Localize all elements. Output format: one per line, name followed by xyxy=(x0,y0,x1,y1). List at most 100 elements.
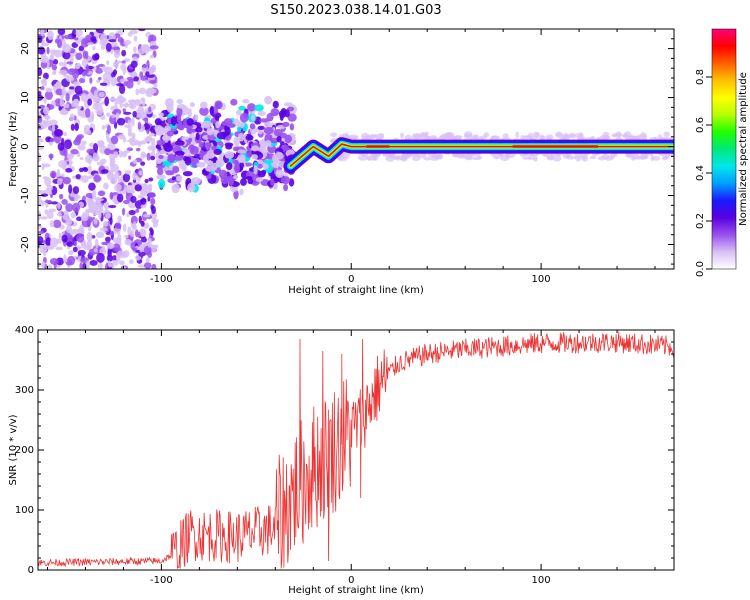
noise-blob xyxy=(135,147,141,152)
halo-blob xyxy=(443,132,453,139)
x-tick-label: 100 xyxy=(532,274,551,285)
noise-blob xyxy=(108,39,117,43)
halo-blob xyxy=(562,152,570,159)
noise-blob xyxy=(116,82,124,87)
noise-blob xyxy=(117,177,122,184)
noise-blob xyxy=(138,170,143,176)
noise-blob xyxy=(94,208,104,212)
cluster-blob xyxy=(224,126,231,136)
noise-blob xyxy=(138,87,147,95)
noise-blob xyxy=(121,49,127,57)
colorbar-tick-label: 0.0 xyxy=(695,261,706,277)
noise-blob xyxy=(109,96,116,102)
cluster-blob xyxy=(224,151,235,159)
noise-blob xyxy=(52,84,58,93)
cluster-blob xyxy=(249,123,256,130)
noise-blob xyxy=(118,260,125,266)
noise-blob xyxy=(54,129,63,137)
noise-blob xyxy=(58,69,68,76)
cluster-blob xyxy=(206,149,216,159)
noise-blob xyxy=(149,55,154,59)
x-tick-label: 0 xyxy=(348,575,354,586)
cluster-blob xyxy=(186,118,194,126)
noise-blob xyxy=(147,239,152,248)
noise-blob xyxy=(150,204,154,211)
noise-blob xyxy=(148,132,155,137)
cluster-blob xyxy=(170,116,177,126)
noise-blob xyxy=(73,37,79,41)
colorbar-ticks: 0.0 0.2 0.4 0.6 0.8 xyxy=(695,69,712,277)
noise-blob xyxy=(85,64,90,74)
noise-blob xyxy=(95,196,101,203)
noise-blob xyxy=(87,42,95,46)
colorbar-gradient xyxy=(711,28,737,270)
noise-blob xyxy=(148,184,153,193)
noise-blob xyxy=(79,262,83,269)
noise-blob xyxy=(50,201,59,205)
noise-blob xyxy=(105,236,111,243)
cluster-blob xyxy=(176,99,183,104)
noise-blob xyxy=(49,220,55,228)
noise-blob xyxy=(91,95,96,100)
halo-blob xyxy=(575,156,582,162)
noise-blob xyxy=(88,202,95,207)
noise-blob xyxy=(61,198,68,205)
noise-blob xyxy=(55,88,64,96)
noise-blob xyxy=(49,258,59,265)
noise-blob xyxy=(90,36,97,42)
noise-blob xyxy=(63,131,67,137)
cluster-blob xyxy=(155,125,165,136)
noise-blob xyxy=(151,263,157,269)
cluster-blob xyxy=(284,109,290,118)
noise-blob xyxy=(38,224,43,229)
noise-blob xyxy=(70,123,75,131)
noise-blob xyxy=(80,175,89,183)
noise-blob xyxy=(124,234,129,239)
noise-blob xyxy=(72,81,81,86)
cluster-blob xyxy=(239,112,249,123)
noise-blob xyxy=(148,106,152,113)
cluster-blob xyxy=(156,139,166,146)
noise-blob xyxy=(132,247,137,252)
noise-blob xyxy=(62,39,67,50)
noise-blob xyxy=(110,135,119,145)
noise-blob xyxy=(49,237,59,248)
noise-blob xyxy=(124,238,132,245)
y-tick-label: 400 xyxy=(15,325,34,336)
halo-blob xyxy=(330,132,338,138)
noise-blob xyxy=(143,262,152,269)
cluster-blob xyxy=(233,174,239,180)
ridge-layer-4 xyxy=(289,143,674,167)
noise-blob xyxy=(140,237,148,243)
noise-blob xyxy=(72,186,80,194)
noise-blob xyxy=(124,170,132,175)
noise-blob xyxy=(96,161,105,166)
noise-blob xyxy=(124,58,131,63)
noise-blob xyxy=(102,71,112,82)
cluster-blob xyxy=(236,126,242,132)
noise-blob xyxy=(38,46,46,55)
noise-blob xyxy=(59,109,69,115)
halo-blob xyxy=(639,153,649,160)
noise-blob xyxy=(114,183,122,192)
noise-blob xyxy=(99,82,108,86)
noise-blob xyxy=(106,112,111,117)
noise-blob xyxy=(62,176,72,185)
cluster-blob xyxy=(275,169,284,178)
cluster-blob xyxy=(270,178,275,186)
noise-blob xyxy=(38,110,41,116)
noise-blob xyxy=(142,64,148,68)
cluster-blob xyxy=(247,178,254,185)
noise-blob xyxy=(113,151,119,159)
cluster-blob xyxy=(262,163,269,170)
noise-blob xyxy=(140,153,149,158)
noise-blob xyxy=(58,61,64,67)
noise-blob xyxy=(106,124,111,135)
halo-blob xyxy=(602,132,610,138)
noise-blob xyxy=(138,112,146,119)
noise-blob xyxy=(57,29,66,36)
cluster-blob xyxy=(276,135,282,143)
cluster-blob xyxy=(195,132,200,141)
noise-blob xyxy=(109,191,114,200)
